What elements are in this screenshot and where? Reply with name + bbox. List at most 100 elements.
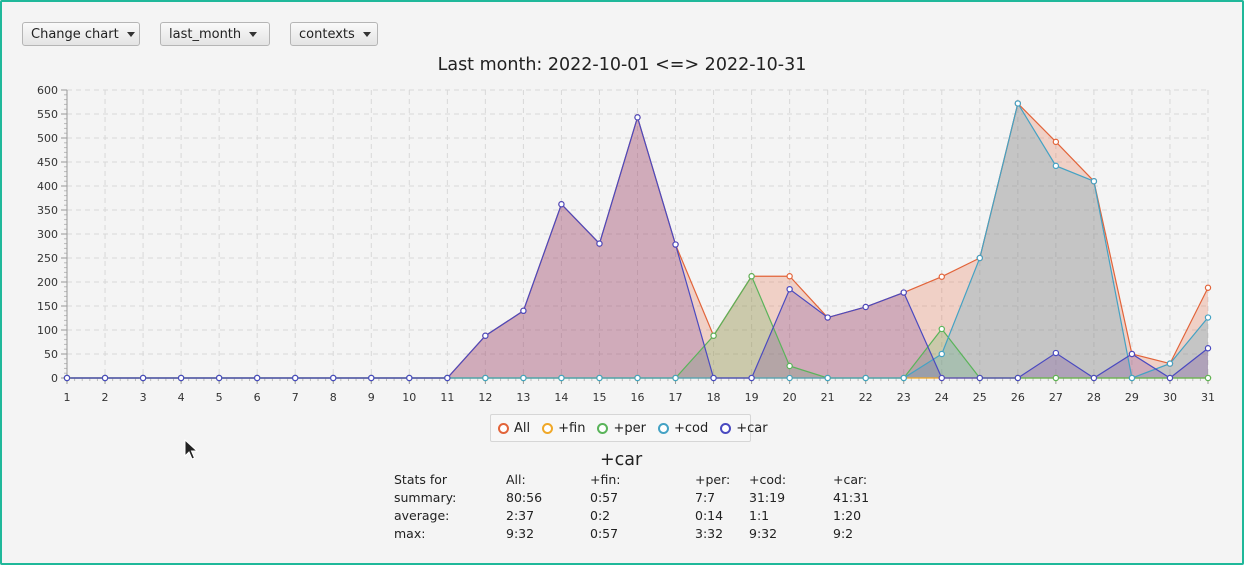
y-tick-label: 50 (44, 348, 58, 361)
data-point-cod (1204, 314, 1212, 321)
data-point-car (482, 332, 489, 339)
period-dropdown[interactable]: last_month (160, 22, 270, 46)
chart-legend: All +fin +per +cod +car (490, 414, 768, 442)
stats-cell: 0:57 (590, 526, 619, 541)
x-tick-label: 23 (897, 391, 911, 404)
data-point-cod (596, 374, 603, 382)
data-point-cod (1166, 360, 1174, 367)
y-tick-label: 400 (37, 180, 58, 193)
data-point-car (406, 374, 413, 382)
data-point-cod (1052, 162, 1060, 170)
data-point-car (292, 374, 299, 382)
stats-cell: 9:32 (506, 526, 535, 541)
data-point-cod (558, 374, 565, 382)
stats-cell: 0:14 (695, 508, 724, 523)
x-tick-label: 18 (707, 391, 721, 404)
contexts-dropdown[interactable]: contexts (290, 22, 378, 46)
data-point-per (1052, 374, 1060, 382)
x-tick-label: 16 (631, 391, 645, 404)
series-area-car (67, 117, 1208, 379)
y-tick-label: 300 (37, 228, 58, 241)
data-point-car (1128, 350, 1136, 358)
stats-cell: 1:1 (749, 508, 770, 523)
legend-label: +per (613, 420, 646, 436)
x-tick-label: 1 (64, 391, 71, 404)
data-point-car (1052, 349, 1060, 357)
legend-label: +cod (673, 420, 709, 436)
data-point-car (634, 114, 641, 121)
change-chart-dropdown[interactable]: Change chart (22, 22, 140, 46)
data-point-car (330, 374, 337, 382)
y-tick-label: 550 (37, 108, 58, 121)
data-point-car (1166, 374, 1174, 382)
stats-cell: average: (394, 508, 450, 523)
x-tick-label: 20 (783, 391, 797, 404)
x-tick-label: 9 (368, 391, 375, 404)
stats-cell: 0:2 (590, 508, 611, 523)
data-point-car (253, 374, 261, 382)
chart-title: Last month: 2022-10-01 <=> 2022-10-31 (437, 55, 807, 75)
x-tick-label: 2 (102, 391, 109, 404)
x-tick-label: 13 (516, 391, 530, 404)
data-point-car (710, 374, 717, 382)
stats-cell: 9:32 (749, 526, 778, 541)
data-point-cod (862, 374, 869, 382)
series-area-All (67, 103, 1208, 378)
data-point-car (520, 307, 527, 314)
data-point-car (63, 374, 71, 382)
stats-cell: 41:31 (833, 490, 870, 505)
change-chart-label: Change chart (31, 27, 119, 42)
data-point-car (177, 374, 185, 382)
x-tick-label: 27 (1049, 391, 1063, 404)
legend-label: +car (736, 420, 768, 436)
y-tick-label: 100 (37, 324, 58, 337)
x-tick-label: 5 (216, 391, 223, 404)
stats-header-cell: +car: (833, 472, 868, 487)
stats-cell: 9:2 (833, 526, 854, 541)
data-point-car (101, 374, 109, 382)
legend-item[interactable]: +car (720, 420, 768, 436)
data-point-per (748, 273, 755, 280)
data-point-cod (900, 374, 907, 382)
data-point-cod (520, 374, 527, 382)
data-point-car (444, 374, 451, 382)
x-tick-label: 28 (1087, 391, 1101, 404)
legend-item[interactable]: +per (597, 421, 646, 436)
legend-marker (597, 422, 609, 434)
x-tick-label: 24 (935, 391, 949, 404)
y-tick-label: 600 (37, 84, 58, 97)
legend-marker (498, 422, 509, 434)
x-tick-label: 11 (440, 391, 454, 404)
data-point-car (862, 303, 869, 311)
x-tick-label: 22 (859, 391, 873, 404)
x-tick-label: 3 (140, 391, 147, 404)
y-tick-label: 0 (51, 372, 58, 385)
chevron-down-icon (249, 32, 258, 37)
stats-cell: 80:56 (506, 490, 543, 505)
y-tick-label: 150 (37, 300, 58, 313)
y-tick-label: 350 (37, 204, 58, 217)
data-point-All (1204, 284, 1212, 291)
data-point-per (1204, 374, 1212, 382)
stats-cell: 3:32 (695, 526, 724, 541)
legend-item[interactable]: All (498, 421, 530, 436)
legend-item[interactable]: +fin (542, 421, 585, 436)
stats-cell: 2:37 (506, 508, 535, 523)
data-point-car (900, 289, 907, 296)
data-point-All (786, 273, 793, 280)
x-tick-label: 12 (478, 391, 492, 404)
legend-item[interactable]: +cod (657, 420, 709, 436)
y-tick-label: 450 (37, 156, 58, 169)
x-tick-label: 29 (1125, 391, 1139, 404)
data-point-All (938, 273, 945, 280)
data-point-car (1204, 345, 1212, 352)
data-point-car (1090, 374, 1098, 382)
x-tick-label: 19 (745, 391, 759, 404)
data-point-car (215, 374, 223, 382)
x-tick-label: 31 (1201, 391, 1215, 404)
data-point-car (748, 374, 755, 382)
x-tick-label: 26 (1011, 391, 1025, 404)
data-point-car (824, 314, 831, 321)
stats-cell: summary: (394, 490, 457, 505)
stats-header-cell: +cod: (749, 472, 787, 487)
